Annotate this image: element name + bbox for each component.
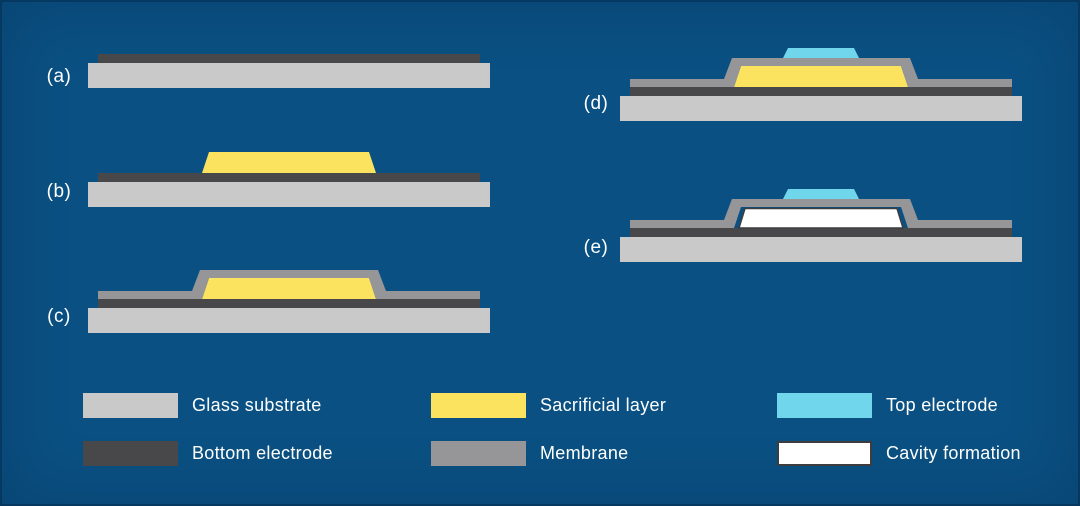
layer-glass-substrate (620, 237, 1022, 262)
layer-bottom-electrode (98, 54, 480, 63)
legend-item-membrane: Membrane (431, 441, 628, 466)
layer-bottom-electrode (630, 228, 1012, 237)
layer-bottom-electrode (98, 299, 480, 308)
legend-label-sacrificial-layer: Sacrificial layer (540, 395, 667, 415)
layer-membrane (630, 199, 1012, 228)
cross-section-drawing (88, 152, 490, 207)
layer-top-electrode (783, 48, 859, 58)
layer-membrane (98, 270, 480, 299)
layer-glass-substrate (620, 96, 1022, 121)
layer-sacrificial-layer (202, 152, 376, 173)
step-figure-a (79, 0, 499, 91)
layer-bottom-electrode (98, 173, 480, 182)
step-label-b: (b) (46, 181, 72, 202)
legend-label-bottom-electrode: Bottom electrode (192, 443, 333, 463)
legend-item-top-electrode: Top electrode (777, 393, 998, 418)
step-figure-c (79, 230, 499, 336)
legend-swatch-bottom-electrode (83, 441, 178, 466)
step-label-c: (c) (47, 306, 71, 327)
cross-section-drawing (620, 189, 1022, 262)
layer-top-electrode (783, 189, 859, 199)
legend-item-sacrificial-layer: Sacrificial layer (431, 393, 666, 418)
legend-label-glass-substrate: Glass substrate (192, 395, 322, 415)
legend-label-top-electrode: Top electrode (886, 395, 998, 415)
step-label-d: (d) (583, 93, 609, 114)
layer-sacrificial-layer (734, 66, 908, 87)
layer-glass-substrate (88, 182, 490, 207)
cross-section-drawing (88, 270, 490, 333)
step-figure-b (79, 104, 499, 210)
cross-section-drawing (88, 54, 490, 88)
legend-label-cavity-formation: Cavity formation (886, 443, 1021, 463)
legend-item-cavity-formation: Cavity formation (777, 441, 1021, 466)
step-label-e: (e) (583, 237, 609, 258)
layer-glass-substrate (88, 63, 490, 88)
legend-swatch-glass-substrate (83, 393, 178, 418)
step-label-a: (a) (46, 66, 72, 87)
layer-cavity (737, 207, 905, 229)
cross-section-drawing (620, 48, 1022, 121)
step-figure-d (611, 18, 1031, 124)
legend-item-glass-substrate: Glass substrate (83, 393, 322, 418)
layer-sacrificial-layer (202, 278, 376, 299)
legend-item-bottom-electrode: Bottom electrode (83, 441, 333, 466)
legend-swatch-sacrificial-layer (431, 393, 526, 418)
layer-membrane (630, 58, 1012, 87)
legend-swatch-cavity-formation (777, 441, 872, 466)
step-figure-e (611, 159, 1031, 265)
legend-swatch-top-electrode (777, 393, 872, 418)
legend-label-membrane: Membrane (540, 443, 629, 463)
layer-glass-substrate (88, 308, 490, 333)
layer-bottom-electrode (630, 87, 1012, 96)
legend-swatch-membrane (431, 441, 526, 466)
